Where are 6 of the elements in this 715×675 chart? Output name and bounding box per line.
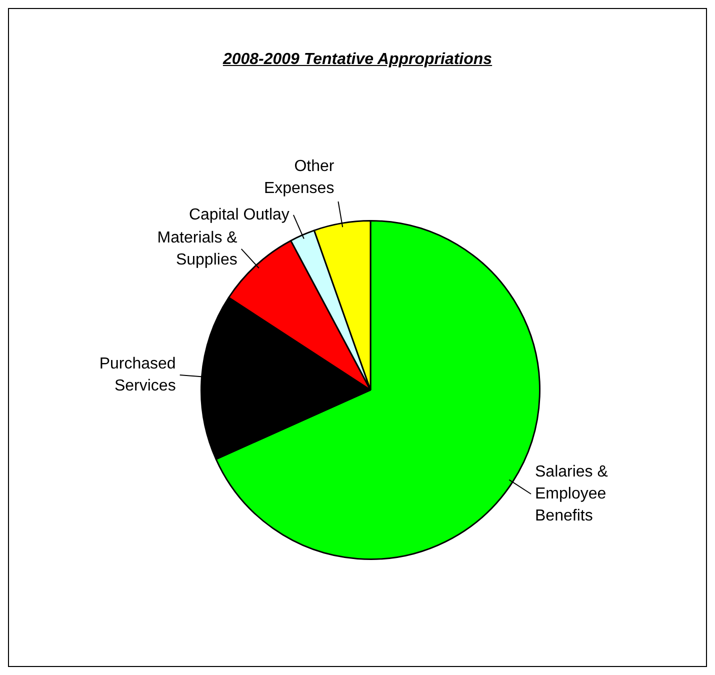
slice-label: Capital Outlay (188, 206, 290, 224)
chart-title: 2008-2009 Tentative Appropriations (222, 51, 494, 69)
slice-label: Salaries & Employee Benefits (535, 463, 608, 524)
slice-label: Other Expenses (264, 158, 335, 197)
slice-label: Materials & Supplies (157, 229, 238, 268)
slice-label: Purchased Services (99, 355, 176, 394)
